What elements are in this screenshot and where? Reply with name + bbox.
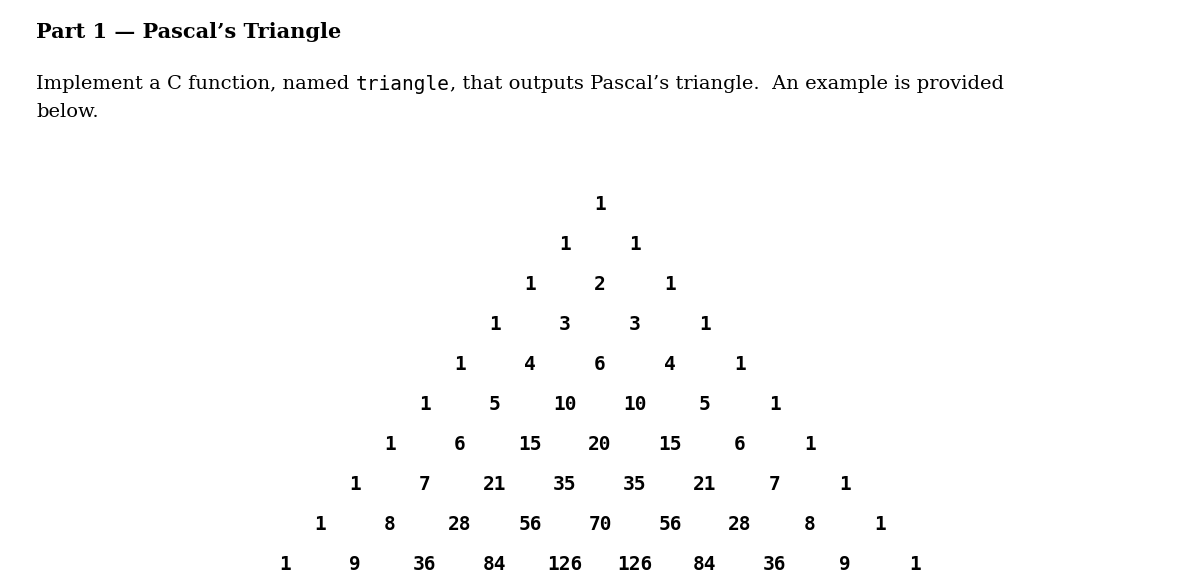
Text: 70: 70 (588, 515, 612, 534)
Text: 5: 5 (700, 395, 710, 414)
Text: 6: 6 (734, 435, 746, 454)
Text: 1: 1 (839, 475, 851, 494)
Text: 36: 36 (413, 555, 437, 574)
Text: 126: 126 (617, 555, 653, 574)
Text: 1: 1 (524, 275, 536, 294)
Text: 2: 2 (594, 275, 606, 294)
Text: 1: 1 (280, 555, 290, 574)
Text: 1: 1 (419, 395, 431, 414)
Text: 1: 1 (594, 195, 606, 214)
Text: 8: 8 (384, 515, 396, 534)
Text: 36: 36 (763, 555, 787, 574)
Text: 15: 15 (518, 435, 541, 454)
Text: 15: 15 (659, 435, 682, 454)
Text: 126: 126 (547, 555, 583, 574)
Text: 21: 21 (484, 475, 506, 494)
Text: 7: 7 (419, 475, 431, 494)
Text: 3: 3 (629, 315, 641, 334)
Text: 3: 3 (559, 315, 571, 334)
Text: 1: 1 (910, 555, 920, 574)
Text: 8: 8 (804, 515, 816, 534)
Text: 35: 35 (623, 475, 647, 494)
Text: 6: 6 (594, 355, 606, 374)
Text: 1: 1 (629, 235, 641, 254)
Text: 1: 1 (734, 355, 746, 374)
Text: 9: 9 (839, 555, 851, 574)
Text: 4: 4 (524, 355, 536, 374)
Text: 4: 4 (664, 355, 676, 374)
Text: 7: 7 (769, 475, 781, 494)
Text: 1: 1 (490, 315, 500, 334)
Text: 28: 28 (728, 515, 751, 534)
Text: 1: 1 (314, 515, 326, 534)
Text: 84: 84 (484, 555, 506, 574)
Text: 1: 1 (454, 355, 466, 374)
Text: below.: below. (36, 103, 98, 121)
Text: 10: 10 (553, 395, 577, 414)
Text: 1: 1 (384, 435, 396, 454)
Text: , that outputs Pascal’s triangle.  An example is provided: , that outputs Pascal’s triangle. An exa… (450, 75, 1003, 93)
Text: 1: 1 (804, 435, 816, 454)
Text: 35: 35 (553, 475, 577, 494)
Text: Implement a C function, named: Implement a C function, named (36, 75, 355, 93)
Text: 56: 56 (518, 515, 541, 534)
Text: 1: 1 (700, 315, 710, 334)
Text: 56: 56 (659, 515, 682, 534)
Text: 9: 9 (349, 555, 361, 574)
Text: 1: 1 (874, 515, 886, 534)
Text: Part 1 — Pascal’s Triangle: Part 1 — Pascal’s Triangle (36, 22, 341, 42)
Text: 1: 1 (559, 235, 571, 254)
Text: 1: 1 (664, 275, 676, 294)
Text: 28: 28 (449, 515, 472, 534)
Text: 5: 5 (490, 395, 500, 414)
Text: 10: 10 (623, 395, 647, 414)
Text: 6: 6 (454, 435, 466, 454)
Text: 21: 21 (694, 475, 716, 494)
Text: 1: 1 (769, 395, 781, 414)
Text: triangle: triangle (355, 75, 450, 94)
Text: 20: 20 (588, 435, 612, 454)
Text: 1: 1 (349, 475, 361, 494)
Text: 84: 84 (694, 555, 716, 574)
